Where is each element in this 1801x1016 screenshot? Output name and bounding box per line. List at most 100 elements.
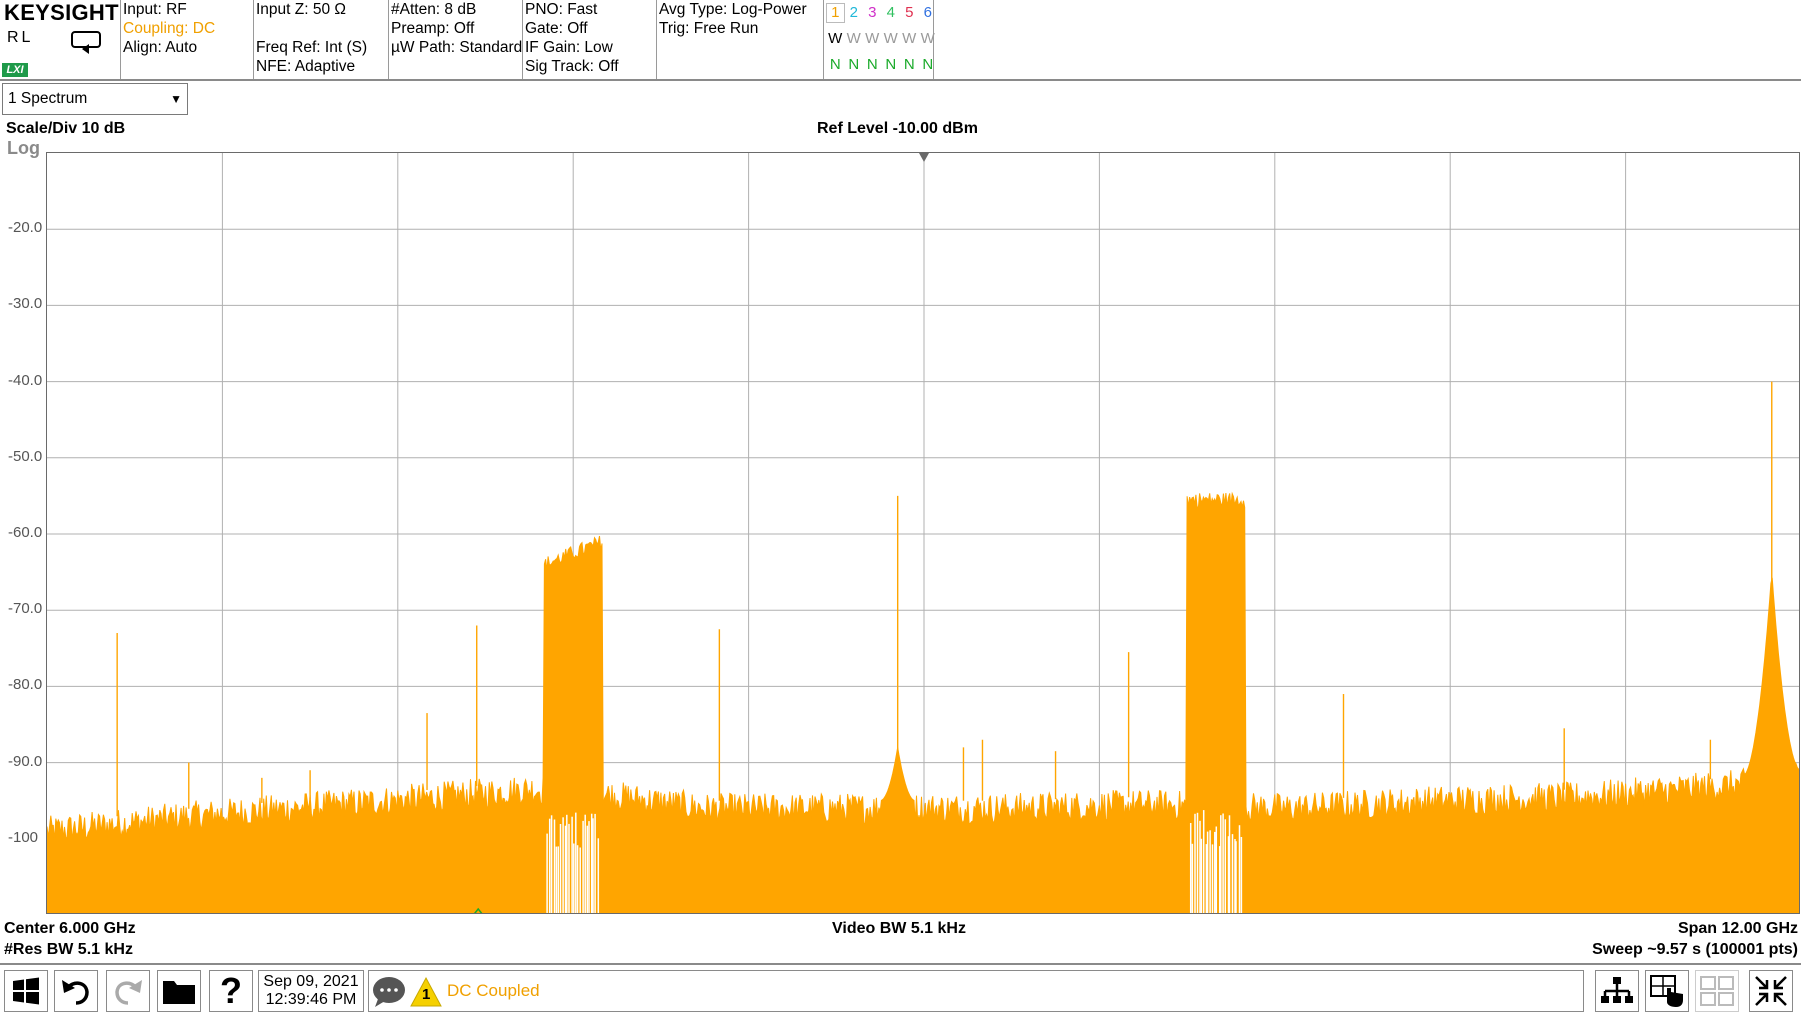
brand-panel[interactable]: KEYSIGHT RL LXI <box>0 0 120 79</box>
date-label: Sep 09, 2021 <box>263 973 359 990</box>
preamp-label: Preamp: Off <box>391 20 475 37</box>
trace-number-4[interactable]: 4 <box>886 4 895 21</box>
local-remote-indicator: RL <box>7 29 34 46</box>
y-tick-label: -50.0 <box>8 447 43 465</box>
file-button[interactable] <box>157 970 201 1012</box>
input-settings-panel[interactable]: Input: RF Coupling: DC Align: Auto <box>120 0 253 79</box>
y-tick-label: -60.0 <box>8 524 43 541</box>
windows-button[interactable] <box>4 970 48 1012</box>
trace-number-6[interactable]: 6 <box>923 4 932 21</box>
trace-type-4: W <box>883 30 898 47</box>
trace-marker <box>474 907 483 913</box>
lxi-logo: LXI <box>2 63 28 77</box>
window-layout-button[interactable] <box>1595 970 1639 1012</box>
time-label: 12:39:46 PM <box>265 991 357 1008</box>
status-divider <box>933 0 934 79</box>
trace-type-6: W <box>920 30 935 47</box>
window-select-dropdown[interactable]: 1 Spectrum ▼ <box>2 83 188 115</box>
help-button[interactable]: ? <box>209 970 253 1012</box>
trace-detector-6: N <box>922 56 934 73</box>
trace-type-2: W <box>846 30 861 47</box>
undo-icon <box>62 980 89 1005</box>
spectrum-trace-canvas <box>47 153 1799 913</box>
warning-icon <box>410 976 442 1007</box>
touch-button[interactable] <box>1645 970 1689 1012</box>
coupling-label: Coupling: DC <box>123 20 216 37</box>
zoom-window-icon <box>1755 976 1787 1006</box>
atten-label: #Atten: 8 dB <box>391 1 477 18</box>
trace-number-3[interactable]: 3 <box>868 4 877 21</box>
windows-icon <box>13 977 39 1005</box>
avg-type-label: Avg Type: Log-Power <box>659 1 807 18</box>
spectrum-trace <box>47 491 1799 913</box>
scale-mode-label: Log <box>7 138 40 158</box>
sweep-label[interactable]: Sweep ~9.57 s (100001 pts) <box>1592 941 1798 958</box>
multiscreen-button[interactable] <box>1695 970 1739 1012</box>
trace-detector-5: N <box>903 56 915 73</box>
attenuation-panel[interactable]: #Atten: 8 dB Preamp: Off µW Path: Standa… <box>388 0 523 79</box>
center-marker <box>919 153 929 162</box>
y-tick-label: -80.0 <box>8 676 43 694</box>
y-tick-label: -30.0 <box>8 295 43 313</box>
trace-type-5: W <box>902 30 917 47</box>
trace-number-2[interactable]: 2 <box>849 4 858 21</box>
multiscreen-icon <box>1700 976 1734 1006</box>
nfe-label: NFE: Adaptive <box>256 58 356 75</box>
y-tick-label: -100 <box>8 828 39 846</box>
chat-bubble-icon[interactable] <box>371 975 407 1009</box>
status-message: DC Coupled <box>447 981 540 1000</box>
freq-ref-label: Freq Ref: Int (S) <box>256 39 368 56</box>
input-z-label: Input Z: 50 Ω <box>256 1 346 18</box>
redo-button[interactable] <box>106 970 150 1012</box>
span-label[interactable]: Span 12.00 GHz <box>1677 920 1798 937</box>
center-frequency-label[interactable]: Center 6.000 GHz <box>4 920 136 937</box>
y-tick-label: -90.0 <box>8 752 43 770</box>
touch-icon <box>1650 975 1683 1007</box>
trace-type-1: W <box>828 30 843 47</box>
trace-detector-1: N <box>829 56 841 73</box>
video-bw-label[interactable]: Video BW 5.1 kHz <box>832 920 966 937</box>
y-tick-label: -70.0 <box>8 600 43 618</box>
ref-level-label[interactable]: Ref Level -10.00 dBm <box>817 120 978 137</box>
if-gain-label: IF Gain: Low <box>525 39 613 56</box>
trace-detector-4: N <box>885 56 897 73</box>
res-bw-label[interactable]: #Res BW 5.1 kHz <box>4 941 133 958</box>
input-label: Input: RF <box>123 1 187 18</box>
undo-button[interactable] <box>54 970 98 1012</box>
trace-type-3: W <box>865 30 880 47</box>
window-layout-icon <box>1601 977 1633 1003</box>
zoom-window-button[interactable] <box>1749 970 1793 1012</box>
help-icon: ? <box>220 970 242 1011</box>
redo-icon <box>115 980 142 1005</box>
trace-number-5[interactable]: 5 <box>905 4 914 21</box>
sig-track-label: Sig Track: Off <box>525 58 619 75</box>
pno-panel[interactable]: PNO: Fast Gate: Off IF Gain: Low Sig Tra… <box>522 0 657 79</box>
warning-count: 1 <box>422 986 431 1003</box>
y-tick-label: -20.0 <box>8 219 43 237</box>
scale-div-label[interactable]: Scale/Div 10 dB <box>6 120 126 137</box>
message-bar[interactable]: 1 DC Coupled <box>368 970 1584 1012</box>
folder-icon <box>163 981 195 1004</box>
trace-number-1[interactable]: 1 <box>826 3 845 23</box>
spectrum-plot[interactable] <box>46 152 1800 914</box>
trace-detector-3: N <box>866 56 878 73</box>
taskbar: ? Sep 09, 2021 12:39:46 PM 1 DC Coupled <box>0 963 1801 1016</box>
trigger-panel[interactable]: Avg Type: Log-Power Trig: Free Run <box>656 0 823 79</box>
local-remote-icon[interactable] <box>70 30 104 54</box>
date-time-display[interactable]: Sep 09, 2021 12:39:46 PM <box>258 970 364 1012</box>
input-z-panel[interactable]: Input Z: 50 Ω Freq Ref: Int (S) NFE: Ada… <box>253 0 388 79</box>
align-label: Align: Auto <box>123 39 198 56</box>
pno-label: PNO: Fast <box>525 1 598 18</box>
trig-label: Trig: Free Run <box>659 20 759 37</box>
y-tick-label: -40.0 <box>8 371 43 389</box>
trace-detector-2: N <box>848 56 860 73</box>
window-select-value: 1 Spectrum <box>8 90 88 107</box>
uw-path-label: µW Path: Standard <box>391 39 523 56</box>
dropdown-arrow-icon: ▼ <box>170 92 182 106</box>
status-bar: KEYSIGHT RL LXI Input: RF Coupling: DC A… <box>0 0 1801 81</box>
brand-logo: KEYSIGHT <box>4 0 119 25</box>
